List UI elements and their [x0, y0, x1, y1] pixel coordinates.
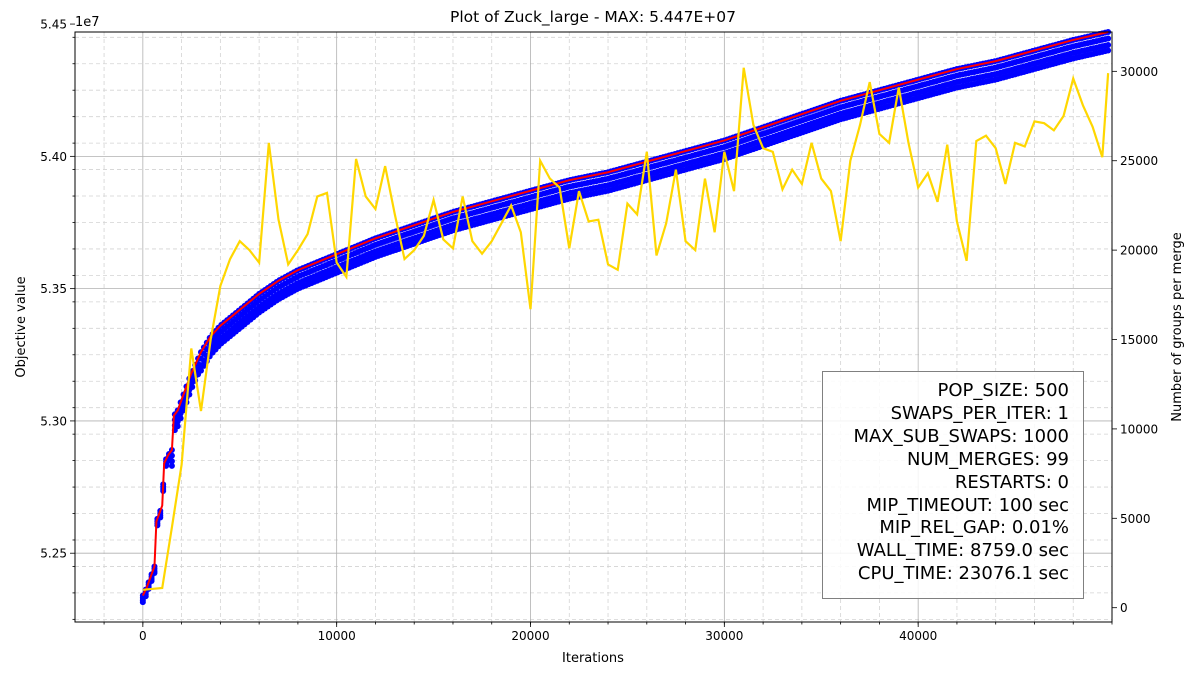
y-offset-text: 1e7 [75, 15, 100, 30]
population-point [168, 458, 175, 465]
param-wall-time: WALL_TIME: 8759.0 sec [856, 540, 1069, 562]
y-right-tick-label: 5000 [1120, 512, 1151, 526]
best-objective-line [141, 31, 1109, 596]
population-point [1105, 47, 1112, 54]
x-tick-label: 40000 [899, 629, 937, 643]
x-axis-ticks: 0 10000 20000 30000 40000 [103, 622, 1113, 643]
x-axis-label: Iterations [562, 651, 624, 666]
y-right-tick-label: 25000 [1120, 154, 1158, 168]
plot-frame [74, 31, 1113, 623]
population-point [168, 452, 175, 459]
param-mip-rel-gap: MIP_REL_GAP: 0.01% [879, 517, 1069, 539]
x-tick-label: 20000 [511, 629, 549, 643]
param-restarts: RESTARTS: 0 [954, 471, 1069, 493]
parameters-box: POP_SIZE: 500 SWAPS_PER_ITER: 1 MAX_SUB_… [822, 371, 1084, 599]
y-right-tick-label: 30000 [1120, 65, 1158, 79]
population-point [1105, 41, 1112, 48]
population-point [197, 367, 204, 374]
groups-per-merge-line [142, 67, 1110, 591]
y-tick-label: 5.45 [40, 18, 67, 32]
population-point [1105, 35, 1112, 42]
y-right-axis-ticks: 0 5000 10000 15000 20000 25000 30000 [1112, 65, 1158, 615]
param-mip-timeout: MIP_TIMEOUT: 100 sec [866, 494, 1069, 516]
y-right-tick-label: 15000 [1120, 333, 1158, 347]
population-point [168, 462, 175, 469]
y-axis-ticks: 5.25 5.30 5.35 5.40 5.45 [40, 18, 75, 620]
population-point [174, 423, 181, 430]
population-point [200, 362, 207, 369]
y-tick-label: 5.40 [40, 150, 67, 164]
x-tick-label: 10000 [318, 629, 356, 643]
param-cpu-time: CPU_TIME: 23076.1 sec [857, 563, 1069, 585]
param-pop-size: POP_SIZE: 500 [937, 380, 1069, 401]
y-right-tick-label: 0 [1120, 601, 1128, 615]
population-point [177, 415, 184, 422]
param-swaps-per-iter: SWAPS_PER_ITER: 1 [890, 402, 1069, 424]
y-tick-label: 5.35 [40, 282, 67, 296]
param-num-merges: NUM_MERGES: 99 [906, 448, 1069, 470]
y-right-axis-label: Number of groups per merge [1170, 232, 1185, 421]
y-tick-label: 5.25 [40, 547, 67, 561]
x-tick-label: 30000 [705, 629, 743, 643]
y-tick-label: 5.30 [40, 414, 67, 428]
y-axis-label: Objective value [14, 276, 29, 377]
x-tick-label: 0 [139, 629, 147, 643]
y-right-tick-label: 20000 [1120, 244, 1158, 258]
chart-title: Plot of Zuck_large - MAX: 5.447E+07 [450, 8, 736, 27]
population-point [189, 384, 196, 391]
y-right-tick-label: 10000 [1120, 422, 1158, 436]
population-point [139, 599, 146, 606]
param-max-sub-swaps: MAX_SUB_SWAPS: 1000 [853, 425, 1069, 447]
